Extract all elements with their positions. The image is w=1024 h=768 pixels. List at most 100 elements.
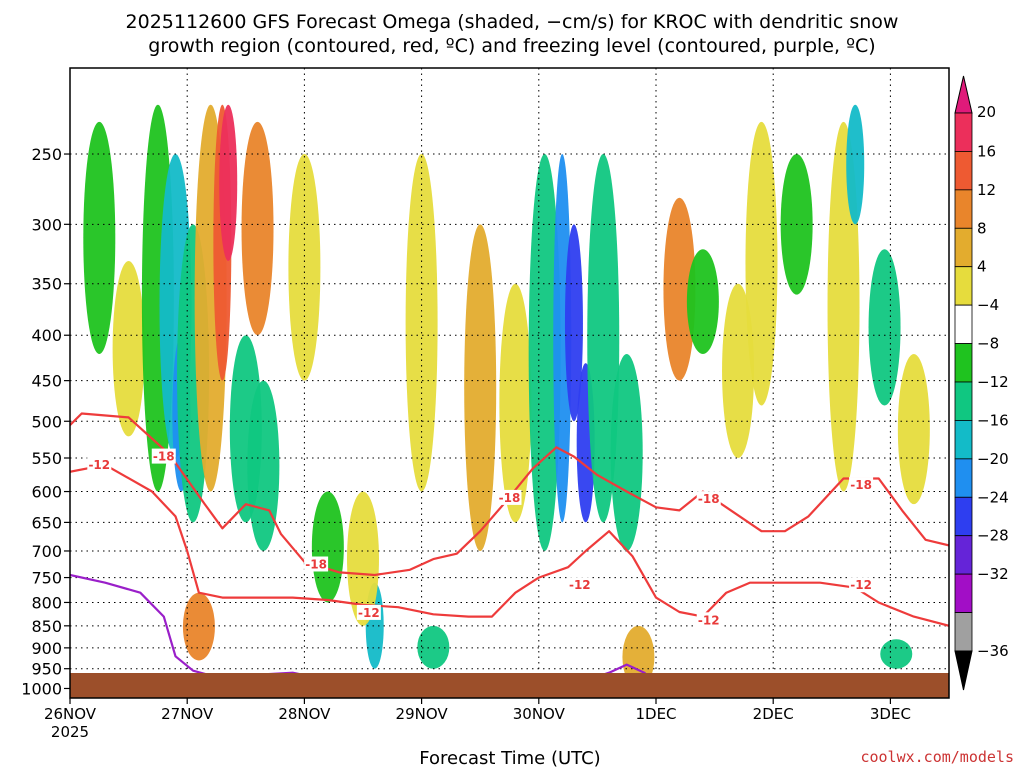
x-axis-year-label: 2025: [51, 723, 89, 741]
omega-cell-30: [722, 283, 755, 458]
x-axis: 26NOV 27NOV 28NOV 29NOV 30NOV 1DEC 2DEC 3DEC: [44, 698, 911, 723]
colorbar-label-1: 16: [977, 142, 996, 160]
x-tick-label-28NOV: 28NOV: [278, 705, 331, 723]
contour-label-bg-0: [87, 456, 112, 472]
contour-label-4: -18: [305, 558, 327, 572]
x-tick-label-1DEC: 1DEC: [635, 705, 676, 723]
omega-cell-29: [686, 249, 719, 355]
colorbar-label-8: −16: [977, 411, 1009, 429]
y-tick-label-250: 250: [31, 145, 62, 164]
omega-cell-35: [868, 249, 901, 406]
contour-label-0: -12: [88, 458, 110, 472]
colorbar-swatch-8: [954, 420, 973, 460]
colorbar-swatch-1: [954, 151, 973, 191]
contour-label-2: -18: [499, 491, 521, 505]
omega-cell-11: [241, 121, 274, 336]
y-tick-label-300: 300: [31, 215, 62, 234]
y-tick-label-600: 600: [31, 483, 62, 502]
colorbar-swatch-6: [954, 343, 973, 383]
contour-label-bg-2: [497, 489, 522, 505]
y-tick-label-400: 400: [31, 326, 62, 345]
omega-cell-23: [564, 224, 583, 422]
omega-cell-16: [347, 491, 379, 626]
omega-cell-19: [464, 224, 497, 551]
omega-cell-6: [182, 592, 215, 661]
y-tick-label-450: 450: [31, 372, 62, 391]
contour-label-7: -12: [698, 613, 720, 627]
omega-cell-34: [846, 104, 865, 225]
y-tick-label-950: 950: [31, 660, 62, 679]
y-tick-label-550: 550: [31, 449, 62, 468]
y-tick-label-700: 700: [31, 542, 62, 561]
contour-label-1: -18: [153, 450, 175, 464]
omega-cell-37: [880, 639, 913, 669]
credit-text: coolwx.com/models: [860, 748, 1014, 766]
omega-cell-1: [112, 261, 145, 437]
colorbar-swatch-5: [954, 304, 973, 344]
y-tick-label-800: 800: [31, 593, 62, 612]
contour-label-layer: -12 -18 -18 -18 -18 -12 -12 -12 -18 -12: [87, 448, 874, 628]
omega-cell-18: [417, 625, 450, 669]
x-tick-label-27NOV: 27NOV: [161, 705, 214, 723]
contour-label-9: -12: [850, 578, 872, 592]
colorbar-label-9: −20: [977, 450, 1009, 468]
y-tick-label-750: 750: [31, 569, 62, 588]
colorbar-swatch-11: [954, 535, 973, 575]
y-axis: 250 300 350 400 450 500 550 600 650 700 750 800 850 9…: [21, 145, 70, 698]
omega-cell-12: [247, 380, 280, 551]
colorbar-label-13: −36: [977, 642, 1009, 660]
colorbar-label-3: 8: [977, 219, 987, 237]
omega-cell-17: [405, 154, 438, 492]
contour-label-bg-9: [849, 577, 874, 593]
colorbar-bottom-arrow: [954, 650, 973, 691]
contour-dgz-upper: [70, 412, 949, 577]
y-tick-label-650: 650: [31, 513, 62, 532]
chart-title-line-2: growth region (contoured, red, ºC) and f…: [148, 35, 875, 57]
omega-cell-20: [499, 283, 532, 523]
contour-label-bg-3: [696, 491, 721, 507]
chart-title-line-1: 2025112600 GFS Forecast Omega (shaded, −…: [126, 11, 899, 33]
colorbar-label-12: −32: [977, 565, 1009, 583]
colorbar-label-0: 20: [977, 103, 996, 121]
colorbar-swatch-12: [954, 573, 973, 613]
contour-label-bg-8: [849, 477, 874, 493]
x-tick-label-26NOV: 26NOV: [44, 705, 97, 723]
colorbar-swatch-13: [954, 612, 973, 652]
colorbar-label-7: −12: [977, 373, 1009, 391]
x-tick-label-30NOV: 30NOV: [513, 705, 566, 723]
colorbar-swatch-7: [954, 381, 973, 421]
colorbar-label-11: −28: [977, 527, 1009, 545]
contour-label-6: -12: [569, 578, 591, 592]
colorbar-label-2: 12: [977, 181, 996, 199]
y-tick-label-1000: 1000: [21, 679, 62, 698]
omega-cell-0: [83, 121, 116, 355]
y-tick-label-900: 900: [31, 639, 62, 658]
omega-cell-22: [553, 154, 572, 523]
y-tick-label-350: 350: [31, 275, 62, 294]
colorbar-label-4: 4: [977, 258, 987, 276]
colorbar-swatch-4: [954, 266, 973, 306]
contour-label-bg-1: [151, 448, 176, 464]
omega-cell-9: [219, 104, 238, 262]
colorbar-top-arrow: [954, 75, 973, 114]
contour-dgz-lower: [70, 463, 949, 627]
omega-cell-36: [897, 354, 930, 505]
omega-cell-26: [610, 354, 643, 551]
x-tick-label-3DEC: 3DEC: [870, 705, 911, 723]
plot-frame: [69, 67, 950, 699]
contour-label-bg-6: [567, 577, 592, 593]
colorbar-swatch-2: [954, 189, 973, 229]
y-tick-label-850: 850: [31, 617, 62, 636]
contour-label-8: -18: [850, 478, 872, 492]
omega-shading-layer: [83, 104, 930, 689]
omega-cell-14: [311, 491, 344, 603]
colorbar-swatch-9: [954, 458, 973, 498]
colorbar-label-10: −24: [977, 488, 1009, 506]
colorbar-label-5: −4: [977, 296, 999, 314]
contour-label-bg-7: [696, 612, 721, 628]
x-tick-label-29NOV: 29NOV: [396, 705, 449, 723]
contour-label-5: -12: [358, 606, 380, 620]
colorbar-swatch-3: [954, 227, 973, 268]
colorbar-label-6: −8: [977, 335, 999, 353]
colorbar-legend: 20 16 12 8 4 −4 −8 −12 −16 −20 −24 −28 −32 −36: [954, 75, 1009, 691]
